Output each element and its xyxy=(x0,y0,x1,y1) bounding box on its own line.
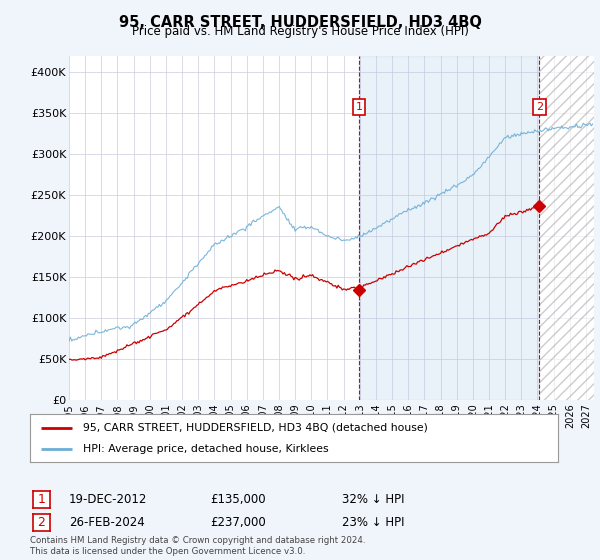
Bar xyxy=(359,56,539,400)
Text: 2: 2 xyxy=(37,516,46,529)
Text: 32% ↓ HPI: 32% ↓ HPI xyxy=(342,493,404,506)
Text: 95, CARR STREET, HUDDERSFIELD, HD3 4BQ: 95, CARR STREET, HUDDERSFIELD, HD3 4BQ xyxy=(119,15,481,30)
Text: 2: 2 xyxy=(536,102,543,112)
Text: 1: 1 xyxy=(356,102,362,112)
Text: 19-DEC-2012: 19-DEC-2012 xyxy=(69,493,148,506)
Text: 1: 1 xyxy=(37,493,46,506)
Text: £237,000: £237,000 xyxy=(210,516,266,529)
Text: Price paid vs. HM Land Registry's House Price Index (HPI): Price paid vs. HM Land Registry's House … xyxy=(131,25,469,38)
Text: 23% ↓ HPI: 23% ↓ HPI xyxy=(342,516,404,529)
Text: Contains HM Land Registry data © Crown copyright and database right 2024.
This d: Contains HM Land Registry data © Crown c… xyxy=(30,536,365,556)
Text: 26-FEB-2024: 26-FEB-2024 xyxy=(69,516,145,529)
Text: HPI: Average price, detached house, Kirklees: HPI: Average price, detached house, Kirk… xyxy=(83,444,328,454)
Text: 95, CARR STREET, HUDDERSFIELD, HD3 4BQ (detached house): 95, CARR STREET, HUDDERSFIELD, HD3 4BQ (… xyxy=(83,423,428,433)
Text: £135,000: £135,000 xyxy=(210,493,266,506)
